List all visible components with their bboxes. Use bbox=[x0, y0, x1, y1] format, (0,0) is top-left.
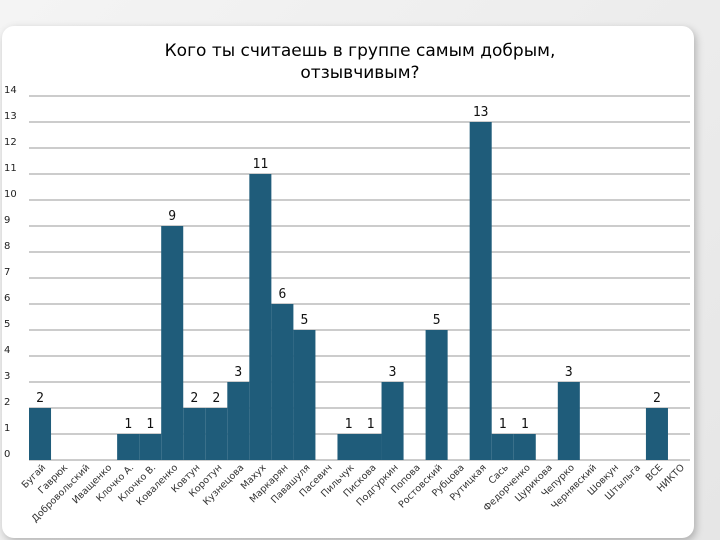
data-label: 1 bbox=[367, 417, 375, 432]
bar bbox=[139, 434, 162, 460]
data-label: 5 bbox=[301, 313, 309, 328]
bar bbox=[183, 408, 206, 460]
data-label: 9 bbox=[168, 209, 176, 224]
y-tick-label: 0 bbox=[4, 449, 10, 460]
data-label: 2 bbox=[36, 391, 44, 406]
data-label: 2 bbox=[653, 391, 661, 406]
bar bbox=[293, 330, 316, 460]
chart-title: Кого ты считаешь в группе самым добрым, … bbox=[0, 40, 720, 84]
y-tick-label: 2 bbox=[4, 397, 10, 408]
y-tick-label: 5 bbox=[4, 319, 10, 330]
y-tick-label: 4 bbox=[4, 345, 10, 356]
data-label: 1 bbox=[345, 417, 353, 432]
chart-title-line-1: Кого ты считаешь в группе самым добрым, bbox=[164, 41, 556, 61]
y-tick-label: 1 bbox=[4, 423, 10, 434]
y-tick-label: 14 bbox=[4, 85, 17, 96]
data-label: 3 bbox=[389, 365, 397, 380]
y-tick-label: 9 bbox=[4, 215, 10, 226]
data-label: 3 bbox=[234, 365, 242, 380]
bar bbox=[249, 174, 272, 460]
data-label: 5 bbox=[433, 313, 441, 328]
y-tick-label: 10 bbox=[4, 189, 17, 200]
bar bbox=[645, 408, 668, 460]
bar bbox=[205, 408, 228, 460]
bar bbox=[227, 382, 250, 460]
bar bbox=[161, 226, 184, 460]
data-label: 6 bbox=[278, 287, 286, 302]
data-label: 2 bbox=[212, 391, 220, 406]
bar bbox=[557, 382, 580, 460]
bar bbox=[359, 434, 382, 460]
data-label: 1 bbox=[521, 417, 529, 432]
bar bbox=[513, 434, 536, 460]
bar bbox=[117, 434, 140, 460]
y-tick-label: 7 bbox=[4, 267, 10, 278]
data-label: 1 bbox=[499, 417, 507, 432]
bar bbox=[469, 122, 492, 460]
y-tick-label: 12 bbox=[4, 137, 17, 148]
y-tick-label: 11 bbox=[4, 163, 17, 174]
data-label: 13 bbox=[473, 105, 489, 120]
data-label: 1 bbox=[124, 417, 132, 432]
y-tick-label: 3 bbox=[4, 371, 10, 382]
bar bbox=[29, 408, 52, 460]
chart-title-line-2: отзывчивым? bbox=[300, 63, 420, 83]
bar bbox=[491, 434, 514, 460]
data-label: 3 bbox=[565, 365, 573, 380]
data-label: 11 bbox=[253, 157, 269, 172]
bar bbox=[381, 382, 404, 460]
y-tick-label: 13 bbox=[4, 111, 17, 122]
bar bbox=[425, 330, 448, 460]
data-label: 1 bbox=[146, 417, 154, 432]
bar bbox=[271, 304, 294, 460]
data-label: 2 bbox=[190, 391, 198, 406]
y-tick-label: 6 bbox=[4, 293, 10, 304]
bar bbox=[337, 434, 360, 460]
y-tick-label: 8 bbox=[4, 241, 10, 252]
